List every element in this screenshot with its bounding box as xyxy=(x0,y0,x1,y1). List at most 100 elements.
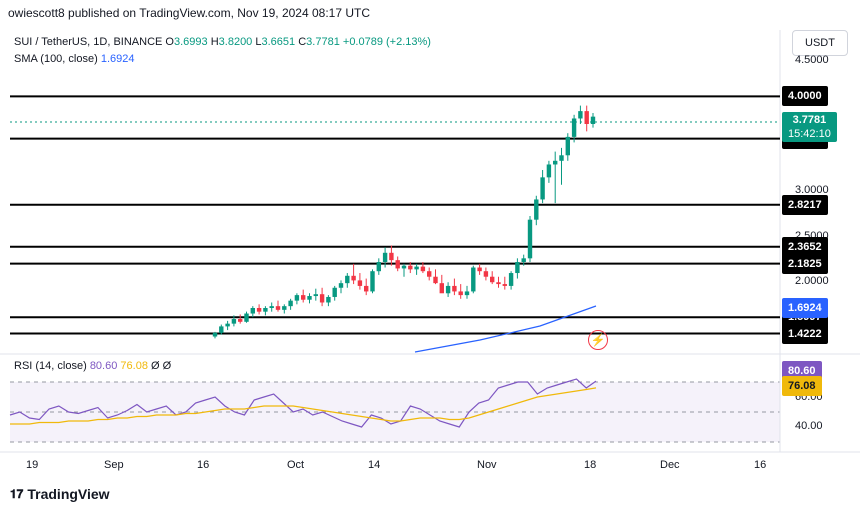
candle-body xyxy=(269,306,274,308)
candle-body xyxy=(521,258,526,262)
candle-body xyxy=(471,267,476,292)
time-tick: Oct xyxy=(287,459,305,471)
close-label: C xyxy=(298,36,307,48)
candle-body xyxy=(401,265,407,269)
high-label: H xyxy=(210,36,219,48)
candle-body xyxy=(250,308,255,314)
symbol-name[interactable]: SUI / TetherUS, 1D, BINANCE xyxy=(14,36,163,48)
legend-ohlc: SUI / TetherUS, 1D, BINANCE O3.6993 H3.8… xyxy=(14,34,431,51)
current-price-value: 3.7781 xyxy=(792,114,827,126)
candle-body xyxy=(590,116,596,124)
candles xyxy=(212,105,596,339)
sma-label[interactable]: SMA (100, close) xyxy=(14,53,98,65)
brand-name: TradingView xyxy=(27,486,110,502)
candle-body xyxy=(571,118,577,137)
open-value: 3.6993 xyxy=(173,36,208,48)
time-tick: 16 xyxy=(754,459,767,471)
candle-body xyxy=(477,267,482,272)
candle-body xyxy=(578,111,583,119)
candle-body xyxy=(326,296,331,303)
candle-body xyxy=(282,306,287,310)
candle-body xyxy=(345,275,350,284)
candle-body xyxy=(395,260,400,269)
change-value: +0.0789 (+2.13%) xyxy=(342,36,431,48)
legend-sma: SMA (100, close) 1.6924 xyxy=(14,51,431,68)
candle-body xyxy=(527,219,533,259)
candle-body xyxy=(332,287,337,297)
candle-body xyxy=(238,319,243,322)
candle-body xyxy=(225,323,230,327)
candle-body xyxy=(382,252,388,262)
candle-body xyxy=(231,319,237,324)
candle-body xyxy=(275,306,281,310)
time-tick: 19 xyxy=(26,459,39,471)
candle-countdown: 15:42:10 xyxy=(788,128,831,140)
candle-body xyxy=(307,296,312,300)
candle-body xyxy=(483,271,489,277)
candle-body xyxy=(244,313,249,322)
sma-badge: 1.6924 xyxy=(782,298,828,318)
candle-body xyxy=(370,271,375,292)
candle-body xyxy=(584,111,589,124)
time-tick: Sep xyxy=(104,459,124,471)
candle-body xyxy=(357,280,363,286)
close-value: 3.7781 xyxy=(306,36,340,48)
level-badge: 2.1825 xyxy=(782,253,828,274)
candle-body xyxy=(496,282,501,285)
publisher-line: owiescott8 published on TradingView.com,… xyxy=(8,6,370,20)
candle-body xyxy=(464,291,470,296)
candle-body xyxy=(364,285,369,292)
candle-body xyxy=(445,285,451,294)
candle-body xyxy=(565,136,570,156)
candle-body xyxy=(313,294,318,297)
candle-body xyxy=(458,291,463,296)
rsi-ma-line xyxy=(10,387,597,425)
main-legend: SUI / TetherUS, 1D, BINANCE O3.6993 H3.8… xyxy=(14,34,431,68)
candle-body xyxy=(490,276,495,283)
footer-brand: 𝟏𝟕 TradingView xyxy=(10,486,110,502)
time-tick: 18 xyxy=(584,459,597,471)
level-badge: 4.0000 xyxy=(782,86,828,107)
high-value: 3.8200 xyxy=(218,36,253,48)
level-badge: 2.3652 xyxy=(782,236,828,257)
rsi-ma-value: 76.08 xyxy=(120,360,148,372)
low-value: 3.6651 xyxy=(261,36,296,48)
rsi-ma-badge: 76.08 xyxy=(782,376,822,396)
candle-body xyxy=(452,285,457,292)
candle-body xyxy=(502,284,507,286)
open-label: O xyxy=(165,36,174,48)
price-tick-top: 4.5000 xyxy=(795,54,829,66)
low-label: L xyxy=(255,36,262,48)
currency-button[interactable]: USDT xyxy=(792,30,848,56)
candle-body xyxy=(351,275,356,281)
candle-body xyxy=(212,332,218,337)
candle-body xyxy=(408,265,413,270)
candle-body xyxy=(219,326,224,333)
candle-body xyxy=(389,252,394,261)
price-tick-2: 2.0000 xyxy=(795,275,829,287)
level-badge: 1.4222 xyxy=(782,323,828,344)
level-badge: 2.8217 xyxy=(782,194,828,215)
sma-line xyxy=(414,305,597,353)
time-tick: Dec xyxy=(660,459,680,471)
candle-body xyxy=(508,273,514,286)
rsi-value: 80.60 xyxy=(89,360,118,372)
tradingview-logo-icon: 𝟏𝟕 xyxy=(10,486,24,501)
rsi-label[interactable]: RSI (14, close) xyxy=(14,360,87,372)
time-tick: 14 xyxy=(368,459,381,471)
candle-body xyxy=(433,276,438,284)
rsi-extra-2: Ø xyxy=(162,360,172,372)
rsi-extra-1: Ø xyxy=(151,360,160,372)
rsi-tick-40: 40.00 xyxy=(795,420,823,432)
candle-body xyxy=(256,308,262,312)
lightning-icon[interactable]: ⚡ xyxy=(588,330,608,350)
candle-body xyxy=(414,266,419,270)
support-resistance-levels xyxy=(10,95,780,335)
candle-body xyxy=(319,294,325,303)
candle-body xyxy=(301,295,306,300)
rsi-legend: RSI (14, close) 80.60 76.08 Ø Ø xyxy=(14,360,171,372)
price-tick-3: 3.0000 xyxy=(795,184,829,196)
candle-body xyxy=(534,199,539,220)
candle-body xyxy=(439,283,444,294)
